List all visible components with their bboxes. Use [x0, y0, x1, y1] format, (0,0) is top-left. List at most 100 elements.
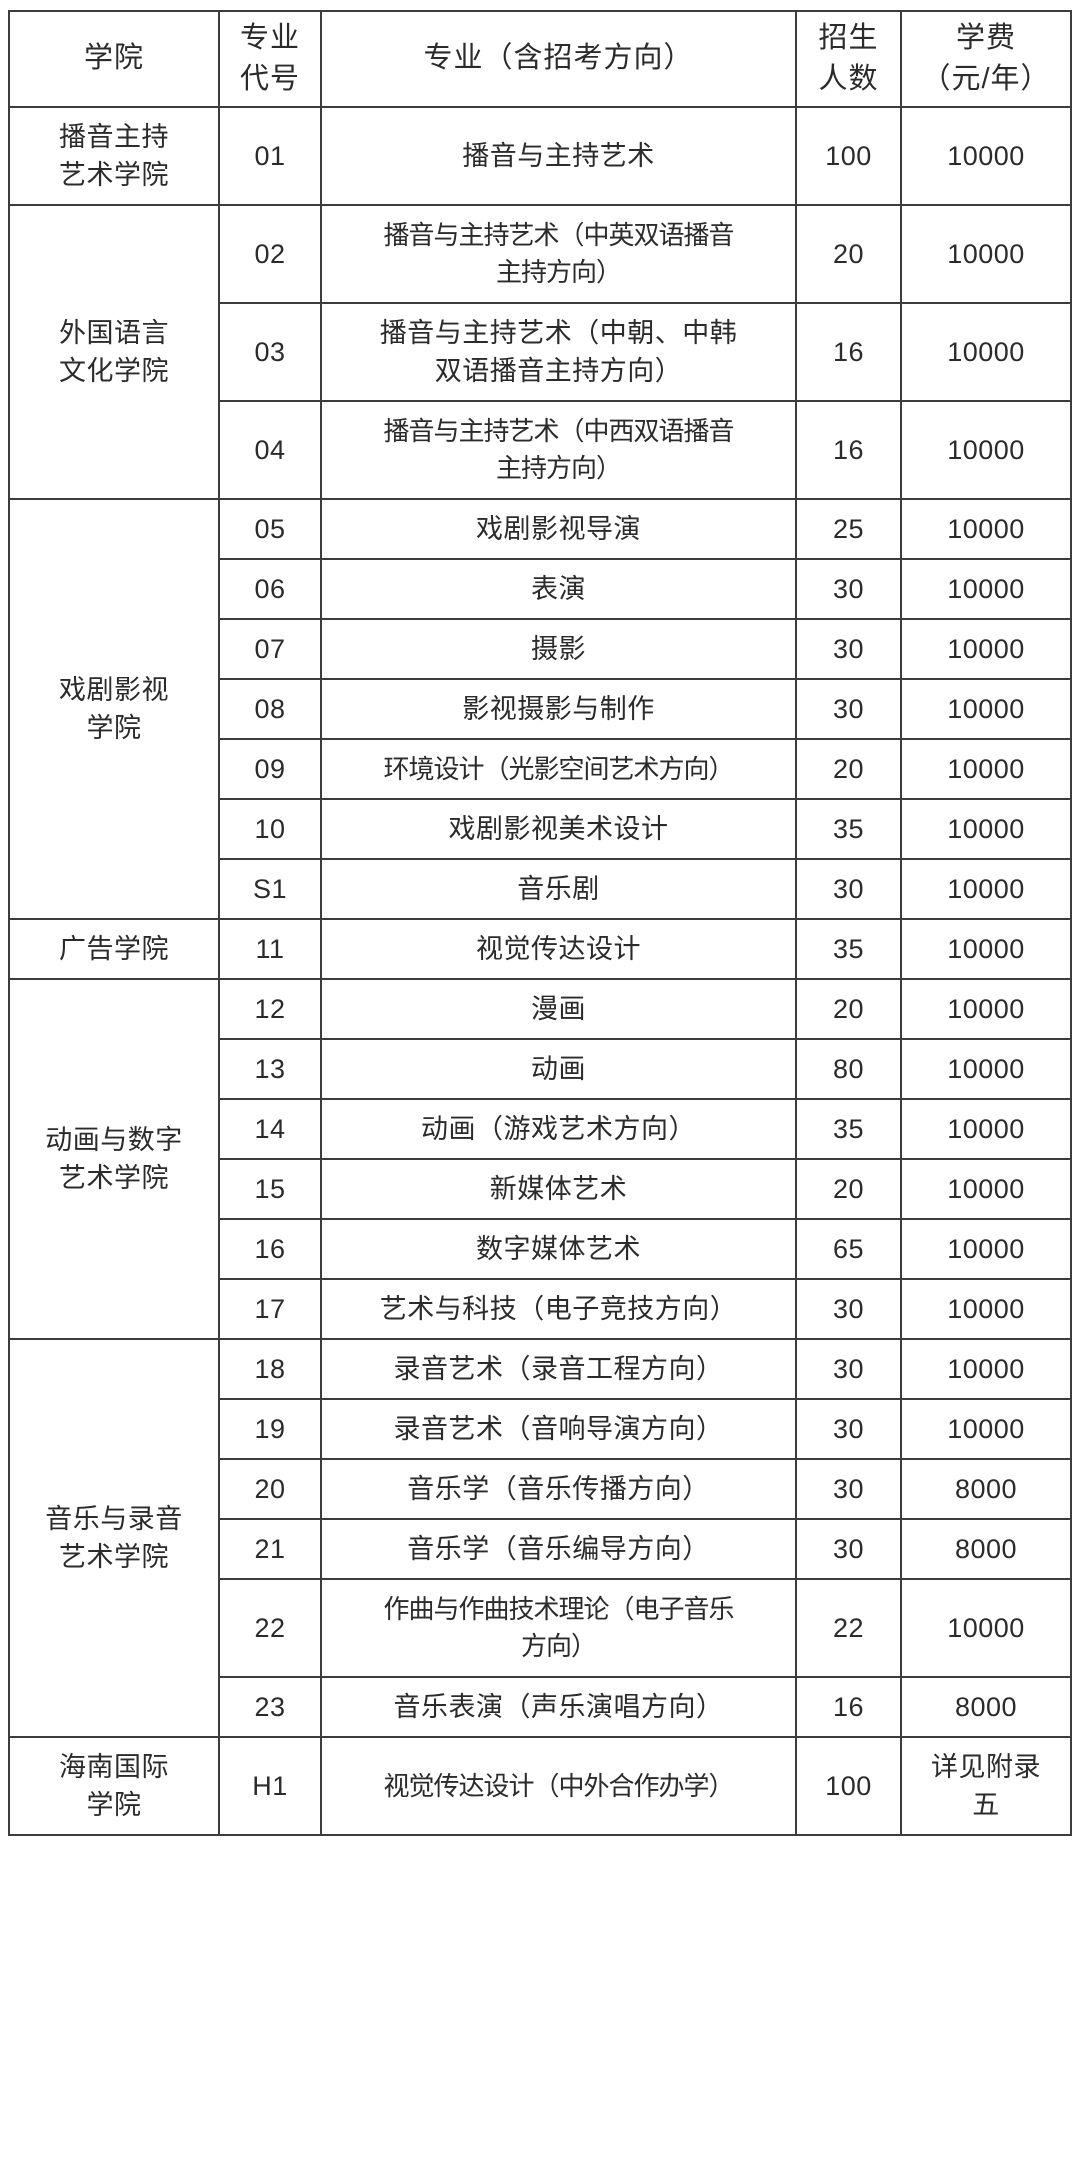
major-code-cell: 20 — [218, 1458, 322, 1520]
table-row: 海南国际 学院 H1 视觉传达设计（中外合作办学） 100 详见附录五 — [8, 1736, 1072, 1836]
major-name-cell: 播音与主持艺术 — [320, 106, 797, 206]
major-name-line: 动画（游戏艺术方向） — [421, 1113, 696, 1144]
major-name-cell: 录音艺术（录音工程方向） — [320, 1338, 797, 1400]
major-code-cell: 17 — [218, 1278, 322, 1340]
enrollment-quota-cell: 30 — [795, 1518, 902, 1580]
tuition-fee-cell: 10000 — [900, 918, 1072, 980]
college-name-line: 播音主持 — [59, 121, 169, 152]
major-name-cell: 动画 — [320, 1038, 797, 1100]
tuition-fee-cell: 10000 — [900, 498, 1072, 560]
college-name-line: 艺术学院 — [59, 160, 169, 190]
major-name-line: 表演 — [531, 573, 586, 604]
major-name-line: 录音艺术（录音工程方向） — [393, 1353, 724, 1384]
tuition-fee-cell: 10000 — [900, 978, 1072, 1040]
major-code-cell: 12 — [218, 978, 322, 1040]
table-header: 学院 专业 代号 专业（含招考方向） 招生 人数 学费 （元/年） — [8, 10, 1072, 108]
college-cell: 外国语言 文化学院 — [8, 204, 220, 500]
major-name-line: 戏剧影视导演 — [476, 513, 641, 544]
enrollment-quota-cell: 30 — [795, 1398, 902, 1460]
major-code-cell: 01 — [218, 106, 322, 206]
enrollment-quota-cell: 20 — [795, 204, 902, 304]
column-header-line: 学费 — [955, 21, 1016, 54]
tuition-fee-cell: 10000 — [900, 1218, 1072, 1280]
major-name-cell: 新媒体艺术 — [320, 1158, 797, 1220]
tuition-fee-cell: 10000 — [900, 1578, 1072, 1678]
major-code-cell: 06 — [218, 558, 322, 620]
tuition-fee-cell: 10000 — [900, 1038, 1072, 1100]
tuition-fee-cell: 8000 — [900, 1676, 1072, 1738]
major-name-cell: 音乐剧 — [320, 858, 797, 920]
column-header-major: 专业（含招考方向） — [320, 10, 797, 108]
major-name-line: 音乐剧 — [517, 873, 600, 904]
table-row: 16 数字媒体艺术 65 10000 — [9, 1218, 1072, 1280]
table-row: 广告学院 11 视觉传达设计 35 10000 — [8, 918, 1072, 980]
major-name-line: 播音与主持艺术（中英双语播音 — [383, 220, 734, 251]
major-name-cell: 音乐学（音乐传播方向） — [320, 1458, 797, 1520]
header-row: 学院 专业 代号 专业（含招考方向） 招生 人数 学费 （元/年） — [8, 10, 1072, 108]
table-row: 15 新媒体艺术 20 10000 — [9, 1158, 1072, 1220]
enrollment-quota-cell: 30 — [795, 678, 902, 740]
major-code-cell: 11 — [218, 918, 322, 980]
major-name-cell: 摄影 — [320, 618, 797, 680]
major-name-line: 视觉传达设计（中外合作办学） — [383, 1770, 734, 1801]
tuition-fee-cell: 10000 — [900, 400, 1072, 500]
major-name-line: 环境设计（光影空间艺术方向） — [383, 753, 734, 784]
major-name-line: 漫画 — [531, 993, 586, 1024]
major-name-line: 主持方向） — [495, 453, 622, 483]
major-name-line: 视觉传达设计 — [476, 933, 641, 964]
tuition-fee-cell: 8000 — [900, 1518, 1072, 1580]
enrollment-quota-cell: 16 — [795, 1676, 902, 1738]
major-name-line: 方向） — [520, 1631, 597, 1661]
table-body: 播音主持 艺术学院 01 播音与主持艺术 100 10000 外国语言 文化学院 02 播音与主持… — [8, 106, 1072, 1836]
enrollment-quota-cell: 35 — [795, 798, 902, 860]
major-name-cell: 影视摄影与制作 — [320, 678, 797, 740]
enrollment-quota-cell: 65 — [795, 1218, 902, 1280]
major-name-line: 播音与主持艺术 — [462, 140, 655, 171]
major-name-line: 录音艺术（音响导演方向） — [393, 1413, 724, 1444]
enrollment-plan-table: 学院 专业 代号 专业（含招考方向） 招生 人数 学费 （元/年） 播音主持 艺术学院 01 播音与… — [8, 10, 1072, 1836]
tuition-fee-cell: 10000 — [900, 302, 1072, 402]
tuition-fee-cell: 10000 — [900, 618, 1072, 680]
major-name-cell: 播音与主持艺术（中朝、中韩 双语播音主持方向） — [320, 302, 797, 402]
table-row: 22 作曲与作曲技术理论（电子音乐 方向） 22 10000 — [9, 1578, 1072, 1678]
tuition-fee-cell: 详见附录五 — [900, 1736, 1072, 1836]
college-name-line: 音乐与录音 — [45, 1503, 183, 1534]
enrollment-quota-cell: 35 — [795, 918, 902, 980]
column-header-line: 学院 — [83, 42, 144, 75]
table-row: 播音主持 艺术学院 01 播音与主持艺术 100 10000 — [8, 106, 1072, 206]
table-row: 外国语言 文化学院 02 播音与主持艺术（中英双语播音 主持方向） 20 10000 — [8, 204, 1072, 500]
enrollment-quota-cell: 16 — [795, 302, 902, 402]
major-name-cell: 作曲与作曲技术理论（电子音乐 方向） — [320, 1578, 797, 1678]
major-name-line: 数字媒体艺术 — [476, 1233, 641, 1264]
major-code-cell: 03 — [218, 302, 322, 402]
enrollment-quota-cell: 30 — [795, 1338, 902, 1400]
enrollment-quota-cell: 20 — [795, 978, 902, 1040]
college-cell: 动画与数字 艺术学院 — [8, 978, 220, 1340]
table-row: 06 表演 30 10000 — [9, 558, 1072, 620]
major-name-line: 音乐学（音乐传播方向） — [407, 1473, 710, 1504]
table-row: 动画与数字 艺术学院 12 漫画 20 10000 — [8, 978, 1072, 1340]
major-name-cell: 录音艺术（音响导演方向） — [320, 1398, 797, 1460]
table-row: 04 播音与主持艺术（中西双语播音 主持方向） 16 10000 — [9, 400, 1072, 500]
enrollment-quota-cell: 16 — [795, 400, 902, 500]
table-row: S1 音乐剧 30 10000 — [9, 858, 1072, 920]
major-code-cell: 21 — [218, 1518, 322, 1580]
major-name-line: 影视摄影与制作 — [462, 693, 655, 724]
college-cell: 音乐与录音 艺术学院 — [8, 1338, 220, 1738]
table-row: 19 录音艺术（音响导演方向） 30 10000 — [9, 1398, 1072, 1460]
table-row: 07 摄影 30 10000 — [9, 618, 1072, 680]
college-name-line: 动画与数字 — [45, 1124, 183, 1155]
column-header-line: 人数 — [818, 63, 879, 95]
column-header-line: 专业（含招考方向） — [423, 42, 694, 75]
college-name-line: 艺术学院 — [59, 1542, 169, 1572]
major-name-cell: 漫画 — [320, 978, 797, 1040]
major-name-line: 新媒体艺术 — [489, 1173, 628, 1204]
college-cell: 播音主持 艺术学院 — [8, 106, 220, 206]
column-header-line: 招生 — [818, 21, 879, 54]
enrollment-quota-cell: 30 — [795, 558, 902, 620]
college-name-line: 学院 — [86, 713, 142, 743]
college-cell: 戏剧影视 学院 — [8, 498, 220, 920]
major-code-cell: 16 — [218, 1218, 322, 1280]
college-name-line: 学院 — [86, 1790, 142, 1820]
